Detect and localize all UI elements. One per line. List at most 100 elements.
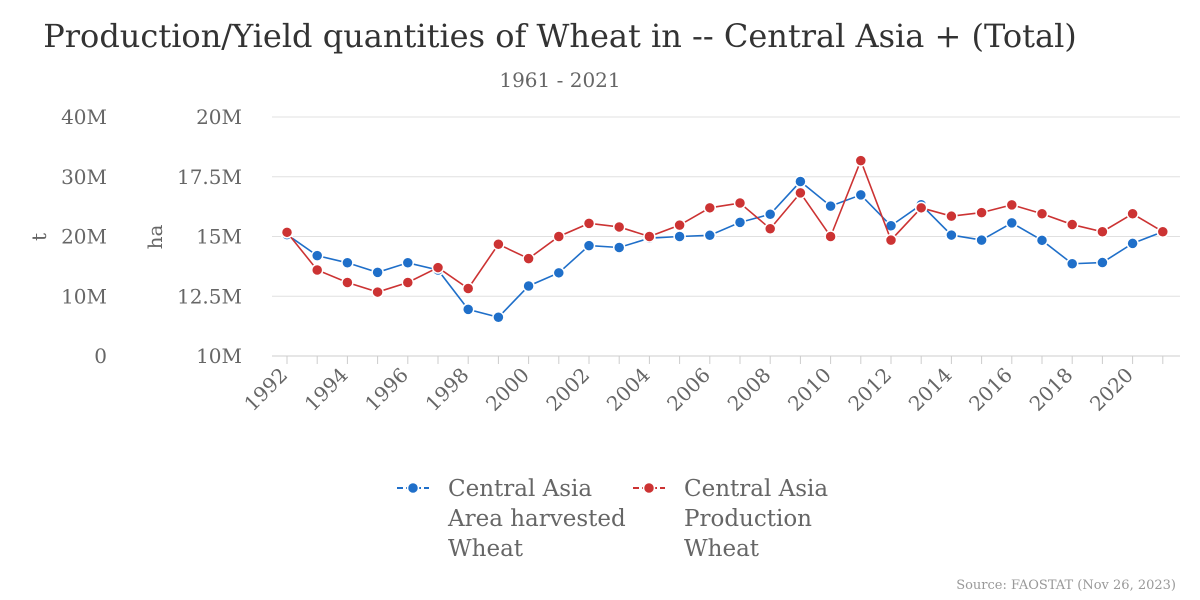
data-point bbox=[1065, 218, 1079, 231]
data-point bbox=[1096, 256, 1109, 269]
data-point bbox=[280, 226, 294, 239]
data-point bbox=[401, 276, 415, 289]
y-tick-label-production: 40M bbox=[61, 105, 107, 129]
x-tick-label: 2012 bbox=[843, 363, 896, 416]
legend-label: Wheat bbox=[448, 536, 524, 562]
data-point bbox=[522, 279, 535, 293]
data-point bbox=[1005, 216, 1019, 230]
data-point bbox=[1126, 207, 1139, 221]
x-tick-label: 2010 bbox=[783, 363, 836, 416]
data-point bbox=[582, 217, 596, 230]
data-point bbox=[461, 282, 475, 295]
data-point bbox=[461, 303, 475, 316]
data-point bbox=[673, 218, 686, 232]
y-tick-label-area: 12.5M bbox=[177, 284, 242, 308]
data-point bbox=[1035, 207, 1049, 221]
y-tick-label-production: 0 bbox=[94, 344, 107, 368]
grid-lines bbox=[272, 116, 1180, 297]
x-tick-label: 2004 bbox=[602, 363, 655, 416]
x-tick-label: 2008 bbox=[723, 363, 776, 416]
y-axis-area-title: ha bbox=[143, 225, 167, 250]
x-tick-label: 2014 bbox=[904, 363, 957, 416]
data-point bbox=[1065, 257, 1079, 270]
data-point bbox=[945, 209, 958, 223]
data-point bbox=[612, 220, 626, 234]
data-point bbox=[1126, 237, 1139, 250]
data-point bbox=[492, 311, 505, 324]
data-point bbox=[703, 201, 717, 215]
series-layer bbox=[280, 154, 1170, 324]
data-point bbox=[310, 263, 324, 277]
data-point bbox=[341, 276, 354, 289]
series-area bbox=[280, 175, 1170, 324]
data-point bbox=[854, 188, 868, 202]
y-axis-production: 0 10M 20M 30M 40M bbox=[61, 105, 107, 368]
data-point bbox=[552, 266, 566, 280]
data-point bbox=[1156, 225, 1170, 238]
data-point bbox=[1096, 225, 1109, 238]
data-point bbox=[401, 256, 415, 270]
source-note: Source: FAOSTAT (Nov 26, 2023) bbox=[956, 578, 1176, 593]
data-point bbox=[945, 228, 958, 242]
chart-title: Production/Yield quantities of Wheat in … bbox=[43, 17, 1077, 55]
legend-label: Production bbox=[684, 506, 812, 532]
chart-subtitle: 1961 - 2021 bbox=[499, 68, 620, 92]
y-tick-label-area: 20M bbox=[196, 105, 242, 129]
y-axis-area: 10M 12.5M 15M 17.5M 20M bbox=[177, 105, 242, 368]
legend-label: Wheat bbox=[684, 536, 760, 562]
series-line bbox=[286, 180, 1164, 319]
legend-item-area[interactable]: Central Asia Area harvested Wheat bbox=[397, 476, 626, 562]
data-point bbox=[431, 261, 445, 274]
legend-label: Central Asia bbox=[448, 476, 592, 502]
y-tick-label-area: 15M bbox=[196, 225, 242, 249]
series-line bbox=[286, 158, 1164, 293]
y-tick-label-area: 10M bbox=[196, 344, 242, 368]
data-point bbox=[612, 241, 626, 254]
data-point bbox=[794, 186, 807, 200]
legend-swatch-marker bbox=[642, 481, 656, 495]
data-point bbox=[975, 206, 988, 219]
data-point bbox=[522, 252, 535, 265]
data-point bbox=[310, 249, 324, 262]
x-tick-label: 1992 bbox=[239, 363, 292, 416]
data-point bbox=[854, 154, 868, 167]
data-point bbox=[341, 256, 354, 270]
data-point bbox=[824, 199, 837, 213]
data-point bbox=[884, 233, 898, 247]
data-point bbox=[643, 230, 656, 243]
x-tick-label: 2000 bbox=[481, 363, 534, 416]
data-point bbox=[763, 208, 777, 221]
data-point bbox=[552, 230, 566, 243]
data-point bbox=[673, 230, 686, 243]
data-point bbox=[582, 239, 596, 252]
data-point bbox=[371, 285, 384, 299]
y-tick-label-production: 10M bbox=[61, 284, 107, 308]
x-tick-label: 2018 bbox=[1025, 363, 1078, 416]
x-tick-label: 2020 bbox=[1085, 363, 1138, 416]
y-tick-label-production: 30M bbox=[61, 165, 107, 189]
x-tick-label: 2006 bbox=[662, 363, 715, 416]
y-tick-label-area: 17.5M bbox=[177, 165, 242, 189]
legend-label: Central Asia bbox=[684, 476, 828, 502]
data-point bbox=[492, 238, 505, 251]
data-point bbox=[914, 201, 928, 215]
data-point bbox=[824, 230, 837, 243]
data-point bbox=[763, 222, 777, 235]
y-axis-production-title: t bbox=[27, 233, 51, 241]
legend-item-production[interactable]: Central Asia Production Wheat bbox=[633, 476, 828, 562]
data-point bbox=[1035, 234, 1049, 247]
legend-swatch-marker bbox=[406, 481, 420, 495]
y-tick-label-production: 20M bbox=[61, 225, 107, 249]
x-tick-label: 1994 bbox=[300, 363, 353, 416]
data-point bbox=[975, 233, 988, 247]
data-point bbox=[703, 229, 717, 242]
x-axis: 1992 1994 1996 1998 2000 2002 2004 2006 2008 2010… bbox=[239, 356, 1164, 416]
legend-label: Area harvested bbox=[447, 506, 626, 532]
series-production bbox=[280, 154, 1170, 299]
x-tick-label: 2002 bbox=[541, 363, 594, 416]
data-point bbox=[733, 216, 747, 229]
x-tick-label: 1996 bbox=[360, 363, 413, 416]
data-point bbox=[794, 175, 807, 188]
